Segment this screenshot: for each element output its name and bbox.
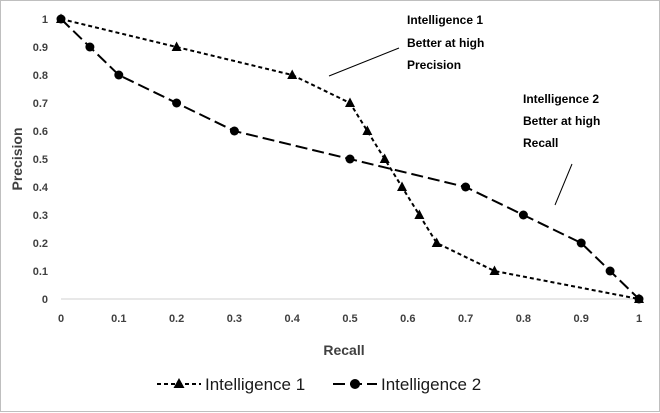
legend: Intelligence 1 Intelligence 2: [157, 375, 481, 394]
y-tick-label: 0: [42, 294, 48, 306]
y-tick-label: 0.1: [33, 266, 48, 278]
series-1-point: [414, 209, 425, 219]
x-tick-label: 0.4: [285, 313, 301, 325]
y-tick-label: 0.3: [33, 210, 48, 222]
x-tick-label: 0.9: [574, 313, 589, 325]
legend-2-circle-marker: [350, 379, 360, 389]
x-tick-label: 1: [636, 313, 642, 325]
annotation-1-line-1: Intelligence 1: [407, 13, 483, 27]
series-1-point: [431, 237, 442, 247]
x-tick-label: 0.3: [227, 313, 242, 325]
annotation-2-line-1: Intelligence 2: [523, 92, 599, 106]
y-tick-label: 0.7: [33, 98, 48, 110]
y-tick-label: 0.8: [33, 70, 48, 82]
annotation-intelligence-2: Intelligence 2 Better at high Recall: [523, 92, 600, 206]
series-1-point: [362, 125, 373, 135]
legend-item-intelligence-2: Intelligence 2: [333, 375, 481, 394]
y-axis-title: Precision: [9, 127, 25, 190]
series-1-point: [345, 97, 355, 107]
annotation-1-pointer: [328, 47, 400, 77]
annotation-2-line-2: Better at high: [523, 114, 600, 128]
x-tick-labels: 0 0.1 0.2 0.3 0.4 0.5 0.6 0.7 0.8 0.9 1: [58, 313, 642, 325]
series-2-point: [605, 266, 615, 276]
x-tick-label: 0: [58, 313, 64, 325]
annotation-1-line-3: Precision: [407, 58, 461, 72]
series-2-point: [229, 126, 239, 136]
y-tick-labels: 0 0.1 0.2 0.3 0.4 0.5 0.6 0.7 0.8 0.9 1: [33, 14, 49, 306]
y-tick-label: 0.2: [33, 238, 48, 250]
series-1-point: [287, 69, 298, 79]
annotation-2-pointer: [554, 163, 573, 206]
y-tick-label: 1: [42, 14, 48, 26]
series-1-point: [171, 41, 182, 51]
series-2-point: [172, 98, 182, 108]
annotation-intelligence-1: Intelligence 1 Better at high Precision: [328, 13, 484, 77]
y-tick-label: 0.6: [33, 126, 48, 138]
series-2-point: [518, 210, 528, 220]
series-2-point: [461, 182, 471, 192]
series-1-point: [397, 181, 408, 191]
annotation-1-line-2: Better at high: [407, 36, 484, 50]
legend-item-intelligence-1: Intelligence 1: [157, 375, 305, 394]
series-2-point: [114, 70, 124, 80]
series-2-point: [576, 238, 586, 248]
x-tick-label: 0.1: [111, 313, 126, 325]
series-intelligence-2: [56, 14, 644, 304]
y-tick-label: 0.4: [33, 182, 49, 194]
series-1-point: [489, 265, 500, 275]
x-tick-label: 0.5: [342, 313, 357, 325]
x-tick-label: 0.8: [516, 313, 531, 325]
y-tick-label: 0.9: [33, 42, 48, 54]
legend-1-label: Intelligence 1: [205, 375, 305, 394]
x-tick-label: 0.6: [400, 313, 415, 325]
x-axis-title: Recall: [323, 342, 364, 358]
series-2-point: [56, 14, 66, 24]
series-2-point: [345, 154, 355, 164]
series-2-point: [85, 42, 95, 52]
series-2-point: [634, 294, 644, 304]
legend-1-triangle-marker: [173, 378, 185, 388]
legend-2-label: Intelligence 2: [381, 375, 481, 394]
annotation-2-line-3: Recall: [523, 136, 558, 150]
series-1-point: [379, 153, 390, 163]
x-tick-label: 0.7: [458, 313, 473, 325]
x-tick-label: 0.2: [169, 313, 184, 325]
y-tick-label: 0.5: [33, 154, 48, 166]
